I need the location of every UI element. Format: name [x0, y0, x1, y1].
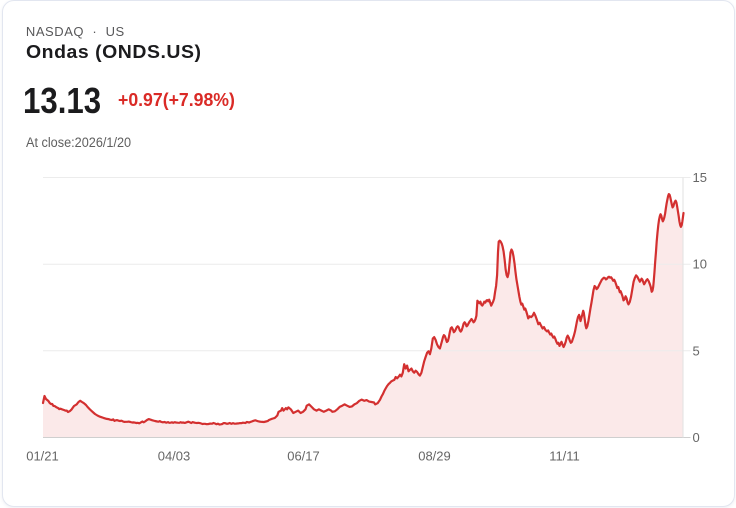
svg-text:11/11: 11/11	[549, 449, 580, 464]
svg-text:15: 15	[693, 170, 707, 185]
svg-text:06/17: 06/17	[287, 449, 320, 464]
svg-text:04/03: 04/03	[158, 449, 191, 464]
svg-text:5: 5	[693, 343, 700, 358]
svg-text:0: 0	[693, 430, 700, 445]
svg-text:10: 10	[693, 257, 707, 272]
svg-text:01/21: 01/21	[26, 449, 59, 464]
svg-text:08/29: 08/29	[418, 449, 451, 464]
